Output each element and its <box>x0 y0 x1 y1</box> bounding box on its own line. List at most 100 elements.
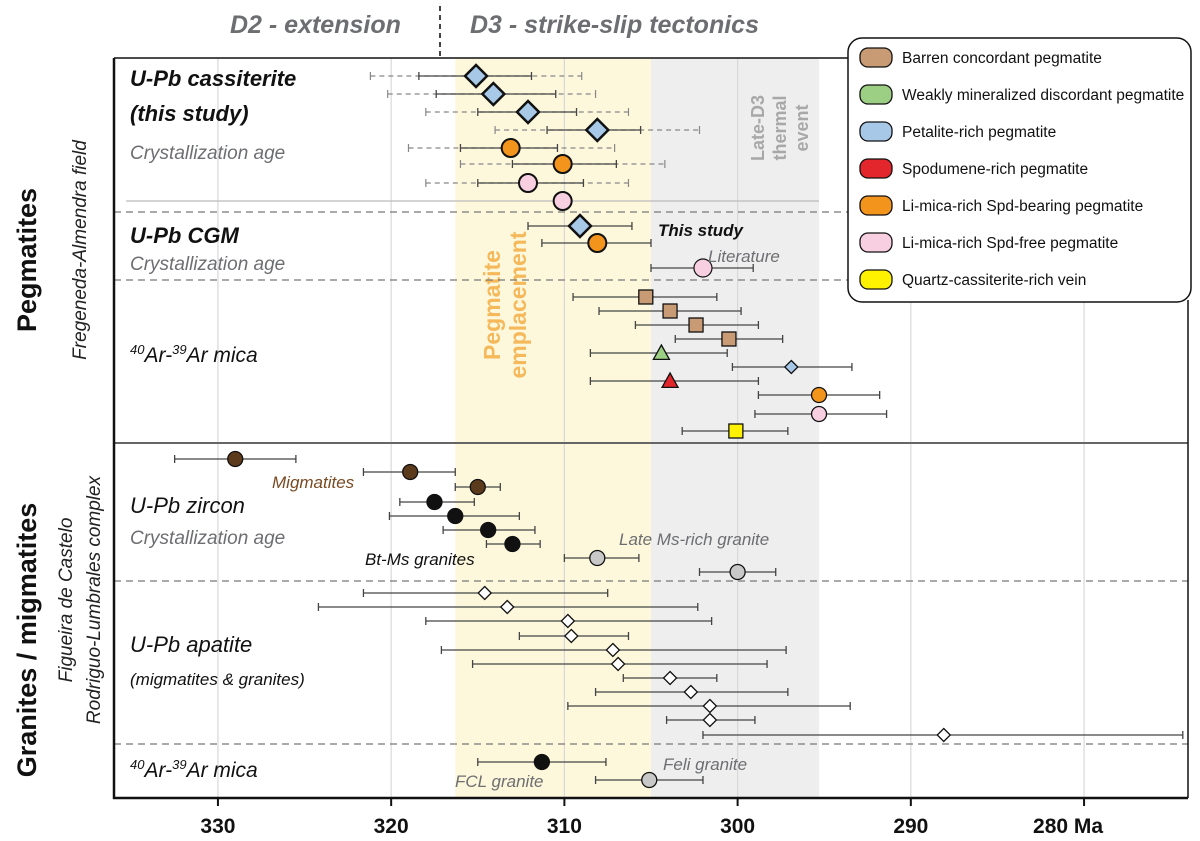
label-apatite: U-Pb apatite <box>130 632 252 657</box>
legend-swatch-0 <box>859 47 893 68</box>
label-cassiterite-sub: Crystallization age <box>130 143 285 164</box>
point-3-0 <box>173 450 297 468</box>
pegmatite-emplacement-band <box>455 58 651 798</box>
marker-triangle <box>652 343 671 361</box>
point-2-6 <box>589 371 760 389</box>
marker-circle <box>810 405 828 423</box>
point-0-1 <box>387 81 597 107</box>
point-4-5 <box>471 656 768 672</box>
marker-diamond <box>477 585 493 601</box>
d2-extension-label: D2 - extension <box>230 11 401 39</box>
point-2-9 <box>681 423 789 439</box>
series-1 <box>527 213 754 278</box>
point-4-1 <box>317 599 699 615</box>
label-cgm-sub: Crystallization age <box>130 254 285 275</box>
annotation-fcl-granite: FCL granite <box>455 772 544 791</box>
x-tick-label-330: 330 <box>200 815 235 838</box>
point-3-6 <box>485 535 541 553</box>
legend-label-4: Li-mica-rich Spd-bearing pegmatite <box>902 198 1143 215</box>
marker-square <box>638 289 654 305</box>
annotation-this-study: This study <box>658 221 745 240</box>
legend-swatch-6 <box>859 269 893 290</box>
marker-circle <box>402 463 419 481</box>
legend-label-5: Li-mica-rich Spd-free pegmatite <box>902 235 1118 252</box>
x-tick-label-280: 280 Ma <box>1033 815 1103 838</box>
label-ar-ar-mica-pegmatites: 40Ar-39Ar mica <box>130 342 258 367</box>
legend-swatch-2 <box>859 121 893 142</box>
point-4-3 <box>518 628 630 644</box>
x-tick-label-320: 320 <box>374 815 409 838</box>
label-apatite-sub: (migmatites & granites) <box>130 670 305 689</box>
point-4-7 <box>594 684 789 700</box>
marker-circle <box>504 535 521 553</box>
point-2-2 <box>634 317 760 333</box>
data-marks <box>126 63 1184 789</box>
marker-circle <box>693 258 713 278</box>
marker-circle <box>810 386 828 404</box>
point-2-0 <box>572 289 718 305</box>
point-0-3 <box>494 117 701 143</box>
legend-label-0: Barren concordant pegmatite <box>902 50 1102 67</box>
x-tick-label-310: 310 <box>547 815 582 838</box>
marker-square <box>662 303 678 319</box>
point-4-9 <box>665 712 756 728</box>
group-title-granites: Granites / migmatites <box>12 503 42 778</box>
marker-diamond <box>610 656 626 672</box>
marker-diamond <box>463 63 489 89</box>
point-3-5 <box>442 521 536 539</box>
legend-items: Barren concordant pegmatite Weakly minera… <box>859 47 1184 290</box>
point-4-4 <box>440 642 787 658</box>
marker-circle <box>500 138 521 158</box>
label-cassiterite-2: (this study) <box>130 101 249 126</box>
legend: Barren concordant pegmatite Weakly minera… <box>847 37 1192 303</box>
point-4-10 <box>702 727 1184 743</box>
annotation-late-ms-granite: Late Ms-rich granite <box>619 530 769 549</box>
series-0 <box>126 63 820 211</box>
late-d3-label-2: thermal <box>770 95 790 160</box>
point-1-0 <box>527 213 633 239</box>
marker-diamond <box>480 81 507 107</box>
point-3-7 <box>563 549 640 567</box>
point-0-2 <box>425 99 630 125</box>
marker-circle <box>480 521 497 539</box>
annotation-literature: Literature <box>708 247 780 266</box>
marker-circle <box>589 549 606 567</box>
marker-circle <box>552 154 573 174</box>
marker-circle <box>533 753 551 771</box>
marker-diamond <box>936 727 952 743</box>
marker-diamond <box>560 613 576 629</box>
legend-swatch-4 <box>859 195 893 216</box>
point-3-2 <box>454 478 501 496</box>
marker-circle <box>447 507 464 525</box>
point-1-1 <box>541 233 652 253</box>
point-3-4 <box>388 507 520 525</box>
legend-box <box>847 37 1192 303</box>
marker-circle <box>729 563 746 581</box>
group-title-rodriguo: Rodriguo-Lumbrales complex <box>84 474 105 724</box>
marker-diamond <box>563 628 579 644</box>
point-2-1 <box>598 303 742 319</box>
point-1-2 <box>650 258 754 278</box>
marker-diamond <box>584 117 611 143</box>
point-4-6 <box>622 670 718 686</box>
point-2-8 <box>754 405 888 423</box>
point-2-7 <box>757 386 881 404</box>
point-0-6 <box>425 173 630 193</box>
label-zircon: U-Pb zircon <box>130 493 245 518</box>
marker-diamond <box>783 359 799 375</box>
marker-diamond <box>605 642 621 658</box>
point-2-4 <box>589 343 728 361</box>
label-cassiterite-1: U-Pb cassiterite <box>130 66 296 91</box>
marker-circle <box>518 173 539 193</box>
point-5-1 <box>594 771 704 789</box>
x-tick-label-290: 290 <box>893 815 928 838</box>
point-3-3 <box>399 493 475 511</box>
group-title-fregeneda: Fregeneda-Almendra field <box>70 139 91 360</box>
marker-triangle <box>660 371 680 389</box>
point-2-3 <box>674 331 784 347</box>
point-0-5 <box>459 154 666 174</box>
marker-diamond <box>515 99 541 125</box>
marker-square <box>721 331 737 347</box>
pegmatite-emplacement-label-2: emplacement <box>505 231 531 378</box>
